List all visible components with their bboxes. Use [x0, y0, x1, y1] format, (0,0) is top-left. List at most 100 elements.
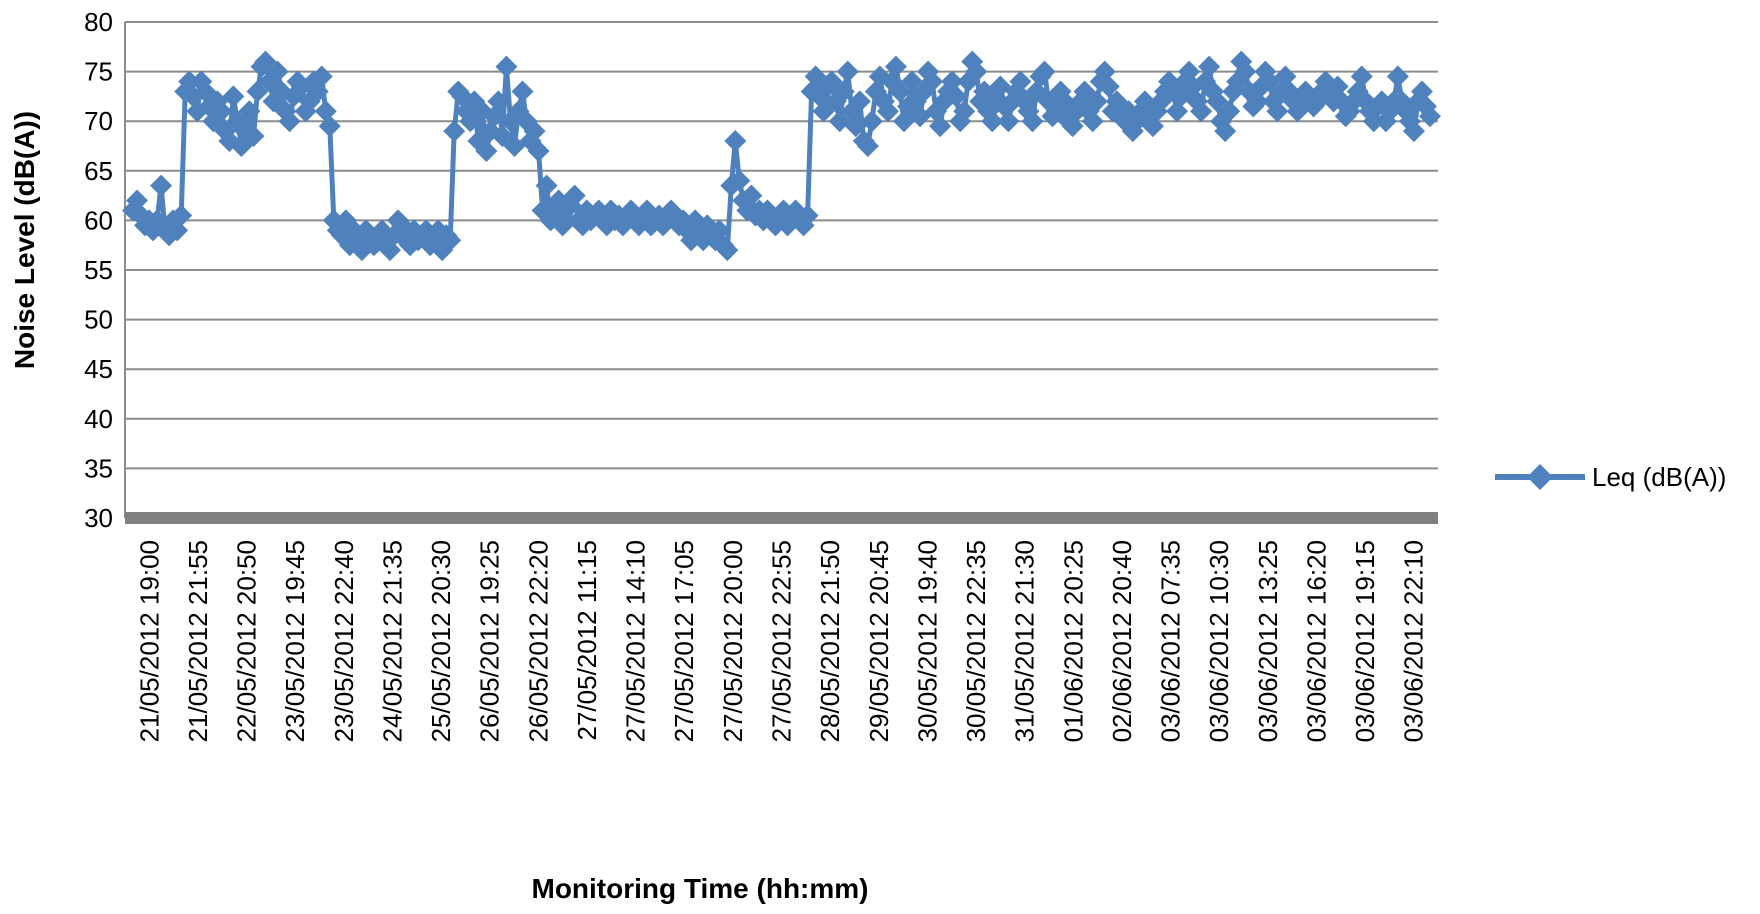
data-point-marker — [921, 70, 944, 93]
x-tick-label: 03/06/2012 10:30 — [1204, 540, 1234, 742]
x-tick-label: 03/06/2012 22:10 — [1399, 540, 1429, 742]
data-point-marker — [981, 110, 1004, 133]
data-point-marker — [884, 55, 907, 78]
x-tick-label: 22/05/2012 20:50 — [232, 540, 262, 742]
data-point-marker — [844, 115, 867, 138]
data-point-marker — [1218, 100, 1241, 123]
data-point-marker — [150, 174, 173, 197]
data-point-marker — [953, 100, 976, 123]
data-point-marker — [1033, 60, 1056, 83]
data-point-marker — [527, 139, 550, 162]
x-tick-label: 31/05/2012 21:30 — [1010, 540, 1040, 742]
data-point-marker — [443, 120, 466, 143]
x-tick-label: 27/05/2012 22:55 — [767, 540, 797, 742]
data-point-marker — [860, 110, 883, 133]
x-tick-label: 30/05/2012 19:40 — [912, 540, 942, 742]
x-tick-label: 23/05/2012 22:40 — [329, 540, 359, 742]
data-point-marker — [222, 85, 245, 108]
data-point-marker — [1081, 110, 1104, 133]
data-point-marker — [266, 60, 289, 83]
data-point-marker — [929, 115, 952, 138]
y-tick-label: 70 — [84, 106, 113, 136]
x-axis-line — [125, 512, 1438, 524]
data-point-marker — [535, 174, 558, 197]
data-point-marker — [210, 100, 233, 123]
y-tick-label: 35 — [84, 453, 113, 483]
y-tick-label: 45 — [84, 354, 113, 384]
data-point-marker — [965, 60, 988, 83]
data-point-marker — [503, 135, 526, 157]
data-point-marker — [523, 120, 546, 143]
data-point-marker — [1198, 55, 1221, 78]
legend-marker-diamond-icon — [1527, 464, 1553, 490]
x-tick-label: 25/05/2012 20:30 — [426, 540, 456, 742]
data-point-marker — [945, 85, 968, 108]
y-tick-label: 40 — [84, 404, 113, 434]
data-point-marker — [909, 105, 932, 128]
data-point-marker — [856, 135, 879, 157]
data-point-marker — [278, 110, 301, 133]
x-axis — [124, 22, 1438, 524]
data-point-marker — [796, 204, 819, 227]
x-tick-label: 03/06/2012 13:25 — [1253, 540, 1283, 742]
x-tick-label: 03/06/2012 16:20 — [1301, 540, 1331, 742]
y-axis-title: Noise Level (dB(A)) — [9, 111, 40, 369]
x-tick-label: 27/05/2012 20:00 — [718, 540, 748, 742]
y-tick-label: 80 — [84, 7, 113, 37]
data-point-marker — [1085, 90, 1108, 113]
x-tick-label: 30/05/2012 22:35 — [961, 540, 991, 742]
x-tick-label: 23/05/2012 19:45 — [280, 540, 310, 742]
data-point-marker — [1386, 65, 1409, 88]
data-point-marker — [238, 100, 261, 123]
x-tick-label: 29/05/2012 20:45 — [864, 540, 894, 742]
x-tick-label: 24/05/2012 21:35 — [377, 540, 407, 742]
data-point-marker — [495, 55, 518, 78]
data-point-marker — [989, 75, 1012, 98]
data-point-marker — [318, 115, 341, 138]
data-point-marker — [1419, 105, 1441, 128]
data-point-marker — [1097, 75, 1120, 98]
y-axis-tick-labels: 30 35 40 45 50 55 60 65 70 75 80 — [84, 7, 113, 533]
data-point-marker — [1214, 120, 1237, 143]
data-point-marker — [563, 184, 586, 207]
y-tick-label: 55 — [84, 255, 113, 285]
data-point-marker — [1266, 100, 1289, 123]
legend-label: Leq (dB(A)) — [1592, 462, 1726, 492]
y-tick-label: 30 — [84, 503, 113, 533]
data-point-marker — [242, 125, 265, 148]
x-tick-label: 27/05/2012 14:10 — [621, 540, 651, 742]
data-point-marker — [832, 80, 855, 103]
x-tick-label: 02/06/2012 20:40 — [1107, 540, 1137, 742]
x-tick-label: 26/05/2012 22:20 — [523, 540, 553, 742]
y-tick-label: 50 — [84, 305, 113, 335]
data-point-marker — [170, 204, 193, 227]
data-point-marker — [1234, 60, 1257, 83]
x-tick-label: 27/05/2012 17:05 — [669, 540, 699, 742]
data-point-marker — [728, 169, 751, 192]
x-tick-label: 03/06/2012 19:15 — [1350, 540, 1380, 742]
series-layer — [122, 50, 1441, 262]
data-point-marker — [848, 90, 871, 113]
data-point-marker — [439, 229, 462, 252]
data-point-marker — [1190, 100, 1213, 123]
data-point-marker — [740, 184, 763, 207]
x-tick-label: 26/05/2012 19:25 — [475, 540, 505, 742]
legend: Leq (dB(A)) — [1495, 462, 1726, 492]
data-point-marker — [876, 100, 899, 123]
data-point-marker — [511, 80, 534, 103]
x-axis-title: Monitoring Time (hh:mm) — [532, 873, 869, 904]
y-tick-label: 65 — [84, 156, 113, 186]
data-point-marker — [716, 239, 739, 262]
x-tick-label: 28/05/2012 21:50 — [815, 540, 845, 742]
data-point-marker — [997, 110, 1020, 133]
x-tick-label: 21/05/2012 19:00 — [134, 540, 164, 742]
data-point-marker — [1350, 65, 1373, 88]
data-point-marker — [1021, 110, 1044, 133]
x-tick-label: 27/05/2012 11:15 — [572, 540, 602, 740]
x-tick-label: 03/06/2012 07:35 — [1156, 540, 1186, 742]
y-tick-label: 75 — [84, 57, 113, 87]
y-tick-label: 60 — [84, 205, 113, 235]
data-point-marker — [310, 65, 333, 88]
